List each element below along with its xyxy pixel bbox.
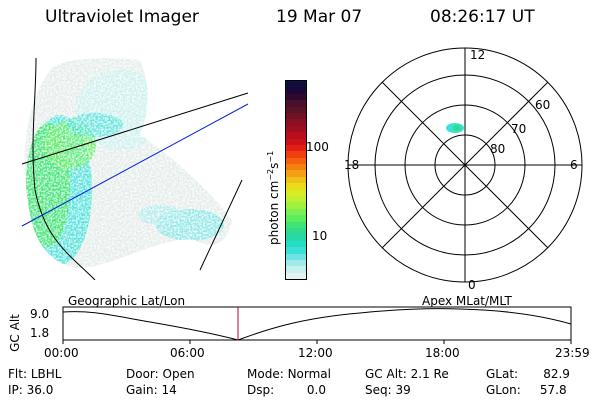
timeline-frame xyxy=(62,306,572,341)
timeline-tick-1200: 12:00 xyxy=(298,346,333,360)
gc-alt-min-label: 1.8 xyxy=(30,326,50,340)
mlt-label-18: 18 xyxy=(344,158,359,172)
mlat-label-80: 80 xyxy=(490,142,505,156)
door-value: Open xyxy=(162,367,195,381)
mlt-label-12: 12 xyxy=(470,48,485,62)
colorbar-swatch xyxy=(286,87,306,94)
colorbar-swatch xyxy=(286,227,306,235)
polar-plot[interactable]: 12 6 18 0 60 70 80 xyxy=(340,45,590,295)
flt-info: Flt: LBHL xyxy=(8,367,62,381)
colorbar-swatch xyxy=(286,81,306,88)
gcalt-info: GC Alt: 2.1 Re xyxy=(365,367,449,381)
glat-value: 82.9 xyxy=(543,367,570,381)
colorbar-swatch xyxy=(286,208,306,216)
glat-info: GLat: 82.9 xyxy=(486,367,570,381)
door-info: Door: Open xyxy=(126,367,195,381)
meridian-diag-2 xyxy=(381,81,549,249)
colorbar-swatch xyxy=(286,202,306,209)
colorbar-swatch xyxy=(286,93,306,101)
geographic-grid xyxy=(21,57,249,280)
terminator-line xyxy=(21,103,249,227)
colorbar-swatch xyxy=(286,266,306,273)
timeline-tick-1800: 18:00 xyxy=(425,346,460,360)
colorbar-swatch xyxy=(286,170,306,177)
colorbar-swatch xyxy=(286,112,306,120)
colorbar-swatch xyxy=(286,183,306,190)
timeline-tick-0000: 00:00 xyxy=(44,346,79,360)
altitude-timeline[interactable] xyxy=(0,300,600,350)
colorbar-swatch xyxy=(286,176,306,184)
mode-value: Normal xyxy=(287,367,331,381)
ip-value: 36.0 xyxy=(26,383,54,397)
altitude-curve xyxy=(62,308,572,341)
mlat-label-60: 60 xyxy=(535,98,550,112)
emission-region xyxy=(24,58,233,269)
colorbar-swatch xyxy=(286,106,306,113)
auroral-image[interactable] xyxy=(0,40,270,280)
gain-info: Gain: 14 xyxy=(126,383,177,397)
colorbar-swatch xyxy=(286,240,306,248)
colorbar-swatch xyxy=(286,119,306,126)
colorbar-tick-10: 10 xyxy=(312,229,328,243)
colorbar-swatch xyxy=(286,234,306,241)
colorbar-swatch xyxy=(286,221,306,228)
colorbar-swatch xyxy=(286,247,306,254)
ip-info: IP: 36.0 xyxy=(8,383,54,397)
polar-emission xyxy=(446,123,464,133)
app-title: Ultraviolet Imager xyxy=(45,7,199,27)
geographic-latlon-title: Geographic Lat/Lon xyxy=(68,294,186,308)
glon-value: 57.8 xyxy=(539,383,567,397)
apex-mlat-mlt-title: Apex MLat/MLT xyxy=(422,294,512,308)
image-date: 19 Mar 07 xyxy=(276,7,363,27)
mode-info: Mode: Normal xyxy=(247,367,331,381)
gain-value: 14 xyxy=(161,383,177,397)
colorbar-swatch xyxy=(286,125,306,133)
colorbar-swatch xyxy=(286,259,306,267)
timeline-ticks xyxy=(62,340,572,344)
flt-value: LBHL xyxy=(30,367,62,381)
colorbar-swatch xyxy=(286,144,306,152)
colorbar xyxy=(285,80,307,280)
mlt-label-0: 0 xyxy=(468,278,476,292)
colorbar-unit-label: photon cm−2s−1 xyxy=(266,150,281,245)
colorbar-swatch xyxy=(286,157,306,165)
colorbar-tick-100: 100 xyxy=(306,140,329,154)
seq-value: 39 xyxy=(395,383,411,397)
dsp-value: 0.0 xyxy=(306,383,326,397)
timeline-tick-0600: 06:00 xyxy=(170,346,205,360)
dsp-info: Dsp: 0.0 xyxy=(247,383,326,397)
gc-alt-max-label: 9.0 xyxy=(30,307,50,321)
colorbar-swatch xyxy=(286,100,306,107)
timeline-tick-2359: 23:59 xyxy=(555,346,590,360)
colorbar-swatch xyxy=(286,132,306,139)
seq-info: Seq: 39 xyxy=(365,383,411,397)
colorbar-swatch xyxy=(286,164,306,171)
gcalt-value: 2.1 Re xyxy=(410,367,449,381)
colorbar-swatch xyxy=(286,151,306,158)
colorbar-swatch xyxy=(286,196,306,203)
colorbar-swatch xyxy=(286,253,306,260)
glon-info: GLon: 57.8 xyxy=(486,383,567,397)
colorbar-swatch xyxy=(286,272,306,280)
colorbar-swatch xyxy=(286,215,306,222)
colorbar-swatch xyxy=(286,189,306,197)
mlat-label-70: 70 xyxy=(511,122,526,136)
mlt-label-6: 6 xyxy=(570,158,578,172)
image-time: 08:26:17 UT xyxy=(430,7,535,27)
colorbar-swatch xyxy=(286,138,306,145)
